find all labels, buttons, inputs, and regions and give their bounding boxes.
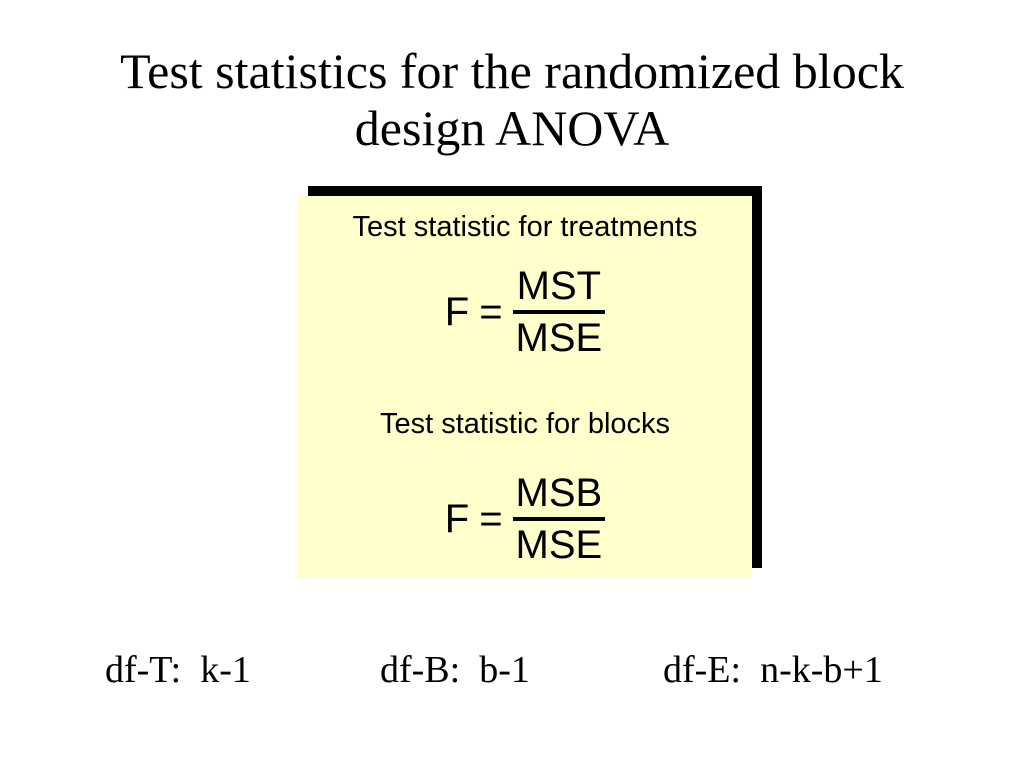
blocks-fraction-numerator: MSB	[515, 471, 603, 515]
df-blocks-value: b-1	[479, 649, 530, 691]
blocks-formula-lhs: F	[444, 496, 470, 541]
treatments-formula: F = MST MSE	[444, 262, 606, 362]
df-blocks-label: df-B:	[380, 649, 461, 691]
blocks-label: Test statistic for blocks	[379, 408, 671, 440]
formula-box: Test statistic for treatments F = MST MS…	[298, 196, 752, 578]
df-error-value: n-k-b+1	[760, 649, 883, 691]
df-error-label: df-E:	[663, 649, 742, 691]
df-error: df-E: n-k-b+1	[663, 648, 883, 692]
blocks-fraction-denominator: MSE	[515, 523, 603, 567]
slide-title-line1: Test statistics for the randomized block	[120, 43, 904, 99]
slide-title-line2: design ANOVA	[354, 100, 670, 156]
df-treatments-label: df-T:	[105, 649, 182, 691]
df-blocks: df-B: b-1	[380, 648, 530, 692]
treatments-formula-lhs: F	[444, 289, 470, 334]
df-row: df-T: k-1 df-B: b-1 df-E: n-k-b+1	[0, 648, 1024, 696]
treatments-fraction: MST MSE	[512, 262, 606, 362]
treatments-equals-sign: =	[479, 289, 503, 334]
slide-title: Test statistics for the randomized block…	[0, 43, 1024, 157]
treatments-fraction-denominator: MSE	[515, 316, 603, 360]
blocks-fraction: MSB MSE	[512, 469, 606, 569]
blocks-formula: F = MSB MSE	[444, 469, 606, 569]
treatments-fraction-bar	[512, 310, 606, 314]
blocks-equals-sign: =	[479, 496, 503, 541]
blocks-fraction-bar	[512, 517, 606, 521]
treatments-fraction-numerator: MST	[516, 264, 602, 308]
df-treatments-value: k-1	[200, 649, 251, 691]
treatments-label: Test statistic for treatments	[352, 211, 698, 243]
df-treatments: df-T: k-1	[105, 648, 251, 692]
